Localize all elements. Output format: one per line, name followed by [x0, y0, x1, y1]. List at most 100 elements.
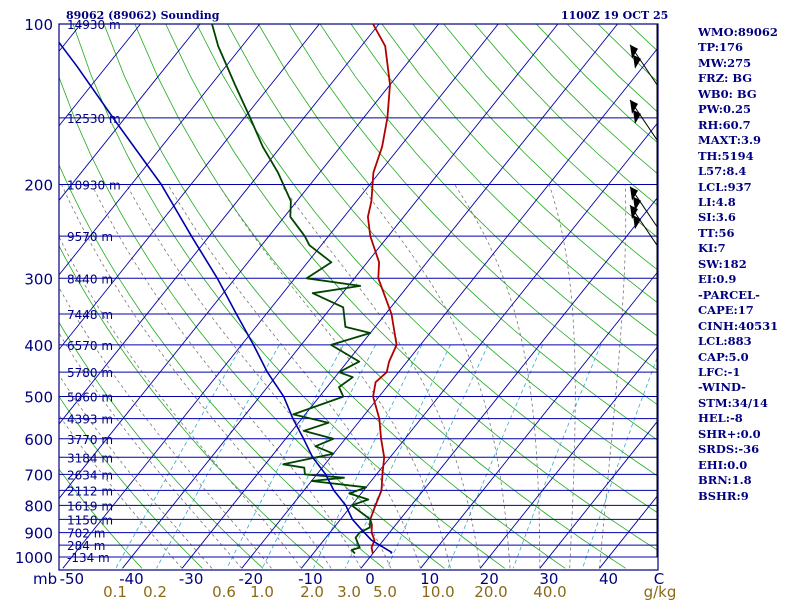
pressure-tick-label: 400 — [24, 337, 53, 355]
temperature-tick-label: 40 — [599, 570, 618, 588]
dry-adiabat — [412, 24, 658, 271]
mixing-ratio-tick-label: 20.0 — [474, 583, 507, 600]
index-entry: -WIND- — [698, 380, 746, 395]
index-entry: LCL:937 — [698, 179, 752, 194]
pressure-tick-label: 200 — [24, 176, 53, 194]
mixing-ratio-tick-label: 0.2 — [143, 583, 167, 600]
wind-barb — [656, 507, 658, 512]
index-entry: EI:0.9 — [698, 272, 737, 287]
sounding-indices-panel: WMO:89062 TP:176 MW:275 FRZ: BG WB0: BG PW:0.… — [698, 25, 798, 504]
station-title: 89062 (89062) Sounding — [66, 9, 220, 22]
temperature-tick-label: -50 — [60, 570, 85, 588]
moist-adiabat — [454, 184, 541, 569]
moist-adiabat — [59, 414, 183, 569]
dry-adiabat — [350, 24, 658, 337]
index-entry: CAP:5.0 — [698, 349, 749, 364]
pressure-tick-label: 600 — [24, 431, 53, 449]
mixing-ratio-line — [582, 354, 658, 569]
isotherm — [122, 24, 559, 569]
height-label: 1150 m — [67, 513, 113, 527]
pressure-tick-label: 300 — [24, 270, 53, 288]
isotherm — [59, 24, 439, 500]
mixing-ratio-line — [261, 344, 376, 569]
dry-adiabat — [59, 76, 445, 569]
height-label: 14930 m — [67, 18, 121, 32]
index-entry: STM:34/14 — [698, 395, 769, 410]
dry-adiabat — [72, 24, 506, 569]
moist-adiabat — [59, 374, 213, 569]
temperature-tick-label: 10 — [420, 570, 439, 588]
mixing-ratio-line — [115, 344, 243, 569]
mixing-ratio-axis-label: g/kg — [644, 583, 677, 600]
height-label: 2634 m — [67, 468, 113, 482]
moist-adiabat — [548, 184, 576, 569]
isotherm — [59, 24, 141, 127]
index-entry: KI:7 — [698, 241, 726, 256]
isotherm — [360, 196, 658, 569]
mixing-ratio-lines — [115, 344, 658, 569]
moist-adiabat — [59, 286, 272, 569]
mixing-ratio-tick-label: 40.0 — [533, 583, 566, 600]
index-entry: WMO:89062 — [698, 25, 778, 39]
dry-adiabat — [59, 395, 203, 569]
height-label: 1619 m — [67, 499, 113, 513]
wind-barb — [629, 204, 658, 246]
temperature-tick-label: -20 — [238, 570, 263, 588]
index-entry: SI:3.6 — [698, 210, 736, 225]
moist-adiabat — [126, 184, 392, 569]
index-entry: L57:8.4 — [698, 164, 747, 179]
dry-adiabat — [165, 24, 658, 551]
isotherm — [59, 24, 261, 276]
index-entry: SHR+:0.0 — [698, 426, 761, 441]
dewpoint-trace — [211, 24, 372, 555]
dry-adiabat — [59, 321, 264, 569]
wind-barb — [656, 383, 658, 388]
moist-adiabat — [91, 184, 362, 569]
parcel-trace — [59, 41, 393, 554]
dry-adiabat — [319, 24, 658, 372]
isobars — [59, 24, 658, 558]
wind-barb — [656, 310, 658, 315]
isotherm — [420, 270, 658, 569]
index-entry: LI:4.8 — [698, 194, 736, 209]
isotherm — [59, 24, 380, 425]
index-entry: MW:275 — [698, 55, 752, 70]
temperature-tick-label: 0 — [365, 570, 375, 588]
mixing-ratio-line — [226, 344, 344, 569]
isotherm — [0, 24, 21, 568]
mixing-ratio-tick-label: 3.0 — [337, 583, 361, 600]
moist-adiabat — [59, 236, 302, 569]
pressure-axis-label: mb — [33, 570, 57, 588]
height-label: 3184 m — [67, 451, 113, 465]
index-entry: MAXT:3.9 — [698, 133, 761, 148]
index-entry: LFC:-1 — [698, 364, 741, 379]
pressure-tick-label: 100 — [24, 16, 53, 34]
isotherm — [62, 24, 499, 569]
index-entry: BSHR:9 — [698, 488, 749, 503]
height-label: 9570 m — [67, 230, 113, 244]
dry-adiabat — [103, 24, 566, 569]
moist-adiabat — [218, 184, 451, 569]
index-entry: TT:56 — [698, 225, 735, 240]
isotherm — [539, 419, 658, 569]
temperature-axis-label: C — [654, 570, 664, 588]
wind-barb — [656, 454, 658, 458]
index-entry: CAPE:17 — [698, 303, 754, 318]
pressure-tick-label: 500 — [24, 389, 53, 407]
isotherm — [241, 47, 658, 569]
valid-time: 1100Z 19 OCT 25 — [561, 9, 669, 22]
mixing-ratio-line — [344, 344, 451, 569]
index-entry: BRN:1.8 — [698, 473, 752, 488]
wind-barb — [656, 521, 658, 525]
height-label: 2112 m — [67, 484, 113, 498]
index-entry: RH:60.7 — [698, 117, 751, 132]
index-entry: -PARCEL- — [698, 287, 760, 302]
pressure-tick-label: 800 — [24, 497, 53, 515]
temperature-tick-label: 20 — [480, 570, 499, 588]
dry-adiabat — [59, 468, 143, 569]
moist-adiabat — [61, 184, 332, 569]
mixing-ratio-tick-label: 1.0 — [250, 583, 274, 600]
mixing-ratio-tick-label: 2.0 — [300, 583, 324, 600]
sounding-traces — [59, 24, 398, 555]
